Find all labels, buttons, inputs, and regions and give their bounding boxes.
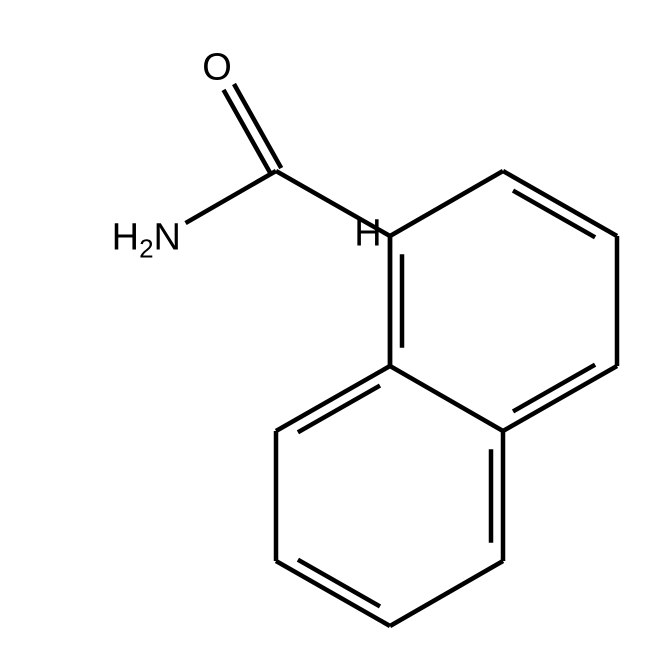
atom-label-n: H2N <box>112 216 181 263</box>
atom-label-h: H <box>354 212 381 254</box>
atom-label-o: O <box>202 46 232 88</box>
molecule-diagram: O H2N H <box>0 0 650 650</box>
